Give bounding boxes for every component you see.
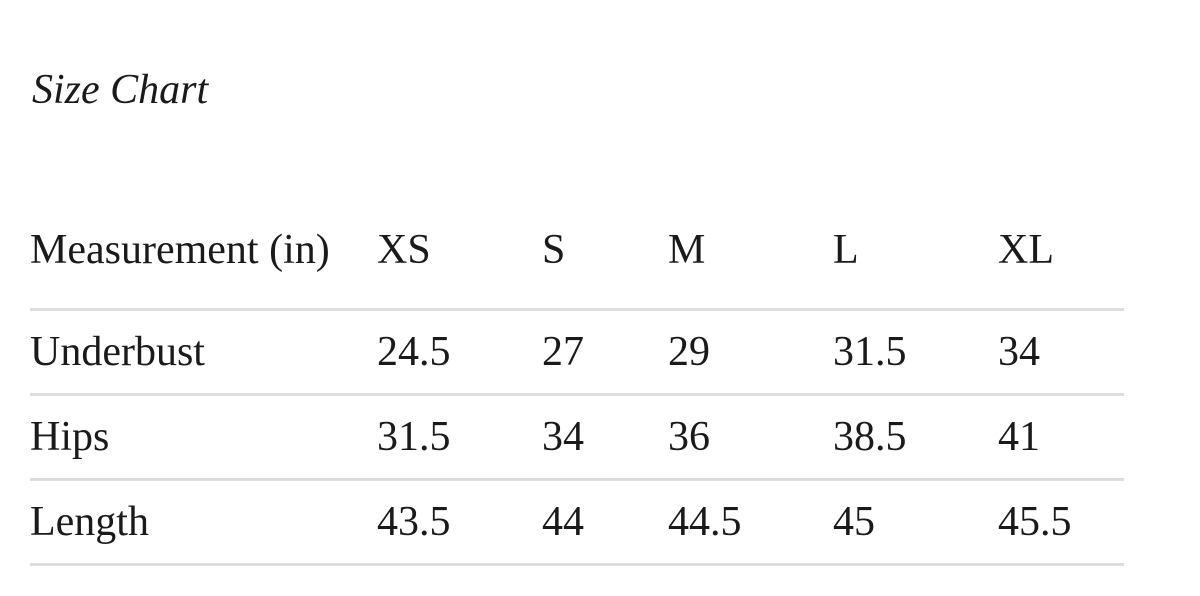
header-row: Measurement (in) XS S M L XL	[30, 192, 1124, 310]
header-xl: XL	[998, 227, 1054, 273]
table-row: Underbust 24.5 27 29 31.5 34	[30, 308, 1124, 395]
header-xs: XS	[377, 227, 431, 273]
cell-value: 27	[542, 308, 668, 395]
header-l: L	[833, 227, 859, 273]
cell-value: 45	[833, 478, 998, 566]
cell-value: 34	[542, 393, 668, 480]
table-row: Length 43.5 44 44.5 45 45.5	[30, 478, 1124, 566]
cell-value: 41	[998, 393, 1124, 480]
cell-value: 31.5	[833, 308, 998, 395]
cell-value: 45.5	[998, 478, 1124, 566]
cell-value: 24.5	[377, 308, 542, 395]
table-row: Hips 31.5 34 36 38.5 41	[30, 393, 1124, 480]
cell-value: 38.5	[833, 393, 998, 480]
cell-value: 31.5	[377, 393, 542, 480]
header-s: S	[542, 227, 566, 273]
header-measurement: Measurement (in)	[30, 227, 330, 273]
row-label: Underbust	[30, 308, 377, 395]
row-label: Hips	[30, 393, 377, 480]
row-label: Length	[30, 478, 377, 566]
page-title: Size Chart	[32, 67, 209, 113]
cell-value: 34	[998, 308, 1124, 395]
cell-value: 36	[668, 393, 833, 480]
cell-value: 29	[668, 308, 833, 395]
header-m: M	[668, 227, 706, 273]
cell-value: 44	[542, 478, 668, 566]
size-chart-table: Measurement (in) XS S M L XL Underbust 24…	[30, 192, 1124, 566]
cell-value: 44.5	[668, 478, 833, 566]
cell-value: 43.5	[377, 478, 542, 566]
